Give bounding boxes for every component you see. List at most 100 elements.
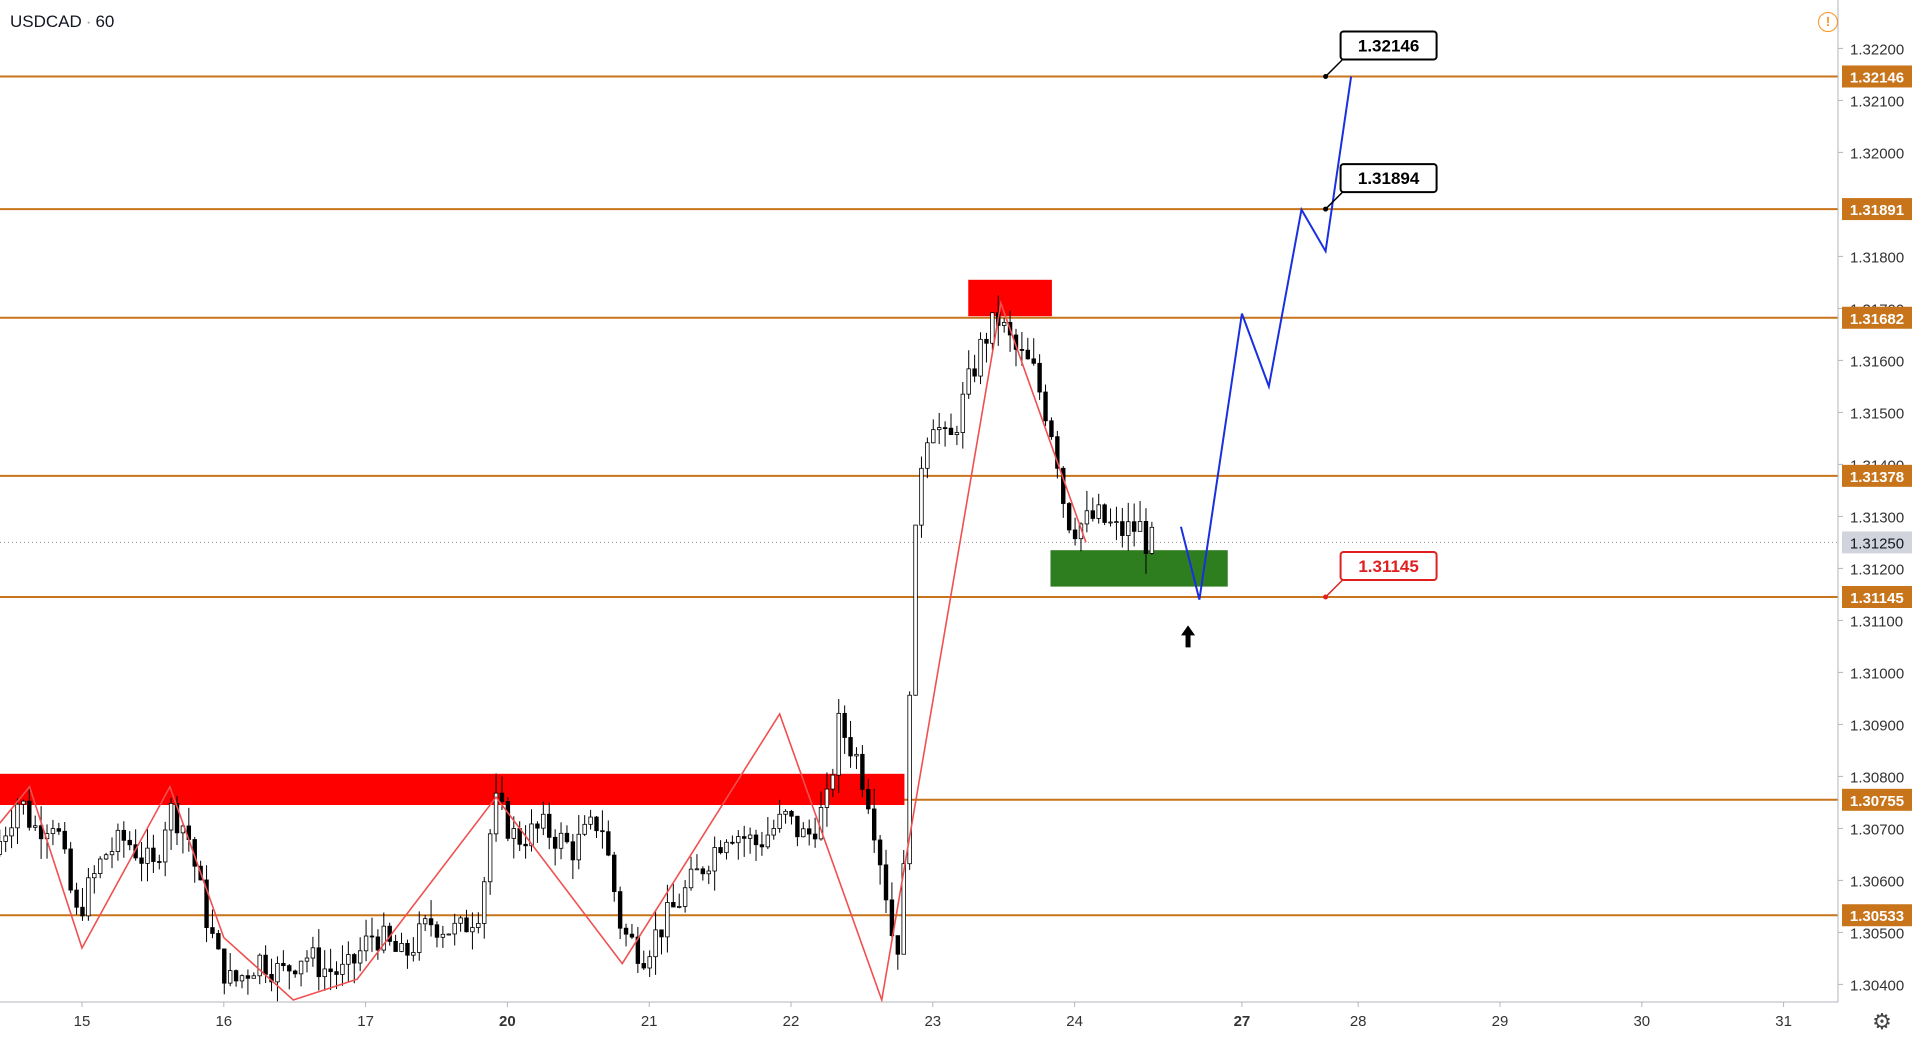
candle-body — [552, 836, 558, 849]
candle-body — [889, 899, 895, 937]
candle — [162, 821, 168, 877]
candle — [659, 929, 664, 955]
candle — [464, 909, 469, 933]
candle — [830, 768, 836, 798]
candle — [990, 312, 995, 350]
candle-body — [411, 952, 416, 956]
candle-body — [346, 954, 351, 965]
candle — [316, 929, 322, 991]
zigzag-series — [0, 300, 1087, 1004]
candle-body — [92, 873, 97, 879]
candle-body — [334, 971, 339, 975]
candle-body — [428, 918, 434, 926]
candle — [298, 960, 304, 987]
candle — [151, 834, 156, 874]
candle — [771, 819, 776, 840]
symbol-header[interactable]: USDCAD · 60 — [6, 10, 119, 34]
warning-circle-icon[interactable]: ! — [1818, 12, 1838, 32]
candle — [564, 825, 570, 844]
time-tick-label: 20 — [499, 1013, 516, 1030]
candle-body — [393, 940, 398, 952]
candle-body — [860, 753, 865, 790]
candle — [139, 841, 144, 882]
candle — [74, 882, 79, 915]
candle-body — [706, 870, 711, 875]
candle — [606, 820, 611, 857]
candle-body — [712, 847, 717, 872]
candle-body — [275, 963, 280, 983]
candle-body — [795, 815, 800, 838]
time-axis: 15 16 17 20 21 22 23 24 27 28 29 30 31 — [0, 1001, 1920, 1042]
candle — [109, 837, 115, 869]
candle-body — [1072, 529, 1078, 540]
candle — [121, 821, 127, 858]
candle-body — [1084, 510, 1090, 525]
candle-body — [1031, 358, 1036, 364]
candle — [115, 823, 121, 861]
candle-body — [718, 847, 723, 854]
candle-body — [1090, 510, 1095, 519]
candle-body — [257, 954, 262, 977]
candle-body — [966, 368, 971, 395]
level-price-label: 1.30533 — [1842, 904, 1912, 927]
candle — [405, 939, 410, 969]
candle — [677, 893, 682, 909]
candle — [1072, 517, 1078, 546]
candle — [375, 929, 381, 960]
candle-body — [960, 393, 966, 433]
candle — [511, 816, 516, 859]
candle-body — [328, 968, 333, 973]
candle-body — [948, 427, 954, 436]
candle-body — [1037, 362, 1042, 393]
gear-icon[interactable]: ⚙ — [1872, 1009, 1892, 1034]
candle-body — [990, 312, 995, 344]
candle — [1084, 490, 1090, 533]
candle — [222, 948, 227, 995]
candle-body — [210, 927, 215, 934]
candle-body — [972, 368, 977, 377]
level-price-label: 1.31145 — [1842, 586, 1912, 608]
time-tick-label: 16 — [215, 1013, 232, 1030]
candle-body — [871, 808, 877, 841]
candle — [736, 830, 741, 860]
candle-body — [724, 841, 729, 854]
candle-body — [830, 774, 836, 790]
candle-body — [168, 802, 174, 831]
candle-body — [227, 970, 233, 984]
candle-body — [511, 828, 516, 839]
candle-body — [482, 881, 487, 924]
candle — [600, 810, 605, 849]
candle-body — [1019, 349, 1025, 351]
candle-body — [623, 927, 629, 935]
candle — [883, 849, 889, 914]
candle — [482, 876, 487, 939]
candle-body — [33, 825, 38, 828]
price-tick-label: 1.32200 — [1850, 41, 1904, 58]
candle — [304, 950, 310, 973]
price-tick-label: 1.31100 — [1850, 613, 1903, 630]
candle — [204, 865, 209, 943]
candle-body — [452, 922, 457, 935]
candle-body — [86, 877, 91, 917]
candle — [417, 911, 422, 961]
candle — [653, 909, 658, 975]
symbol-name: USDCAD — [10, 12, 82, 31]
candle-body — [547, 813, 552, 838]
candle-body — [68, 848, 73, 891]
candle-body — [665, 902, 670, 938]
candle-body — [842, 712, 847, 738]
price-callout: 1.31145 — [1323, 551, 1438, 600]
candle-body — [233, 970, 239, 982]
current-price-text: 1.31250 — [1850, 535, 1904, 552]
callout-box — [1339, 163, 1438, 194]
candle-body — [765, 834, 771, 848]
candle-body — [281, 963, 286, 967]
candle — [854, 747, 859, 770]
price-tick-label: 1.30700 — [1850, 821, 1904, 838]
candle-body — [287, 965, 292, 972]
price-tick-label: 1.30500 — [1850, 925, 1904, 942]
candle-body — [824, 788, 830, 808]
candle-body — [954, 432, 960, 436]
